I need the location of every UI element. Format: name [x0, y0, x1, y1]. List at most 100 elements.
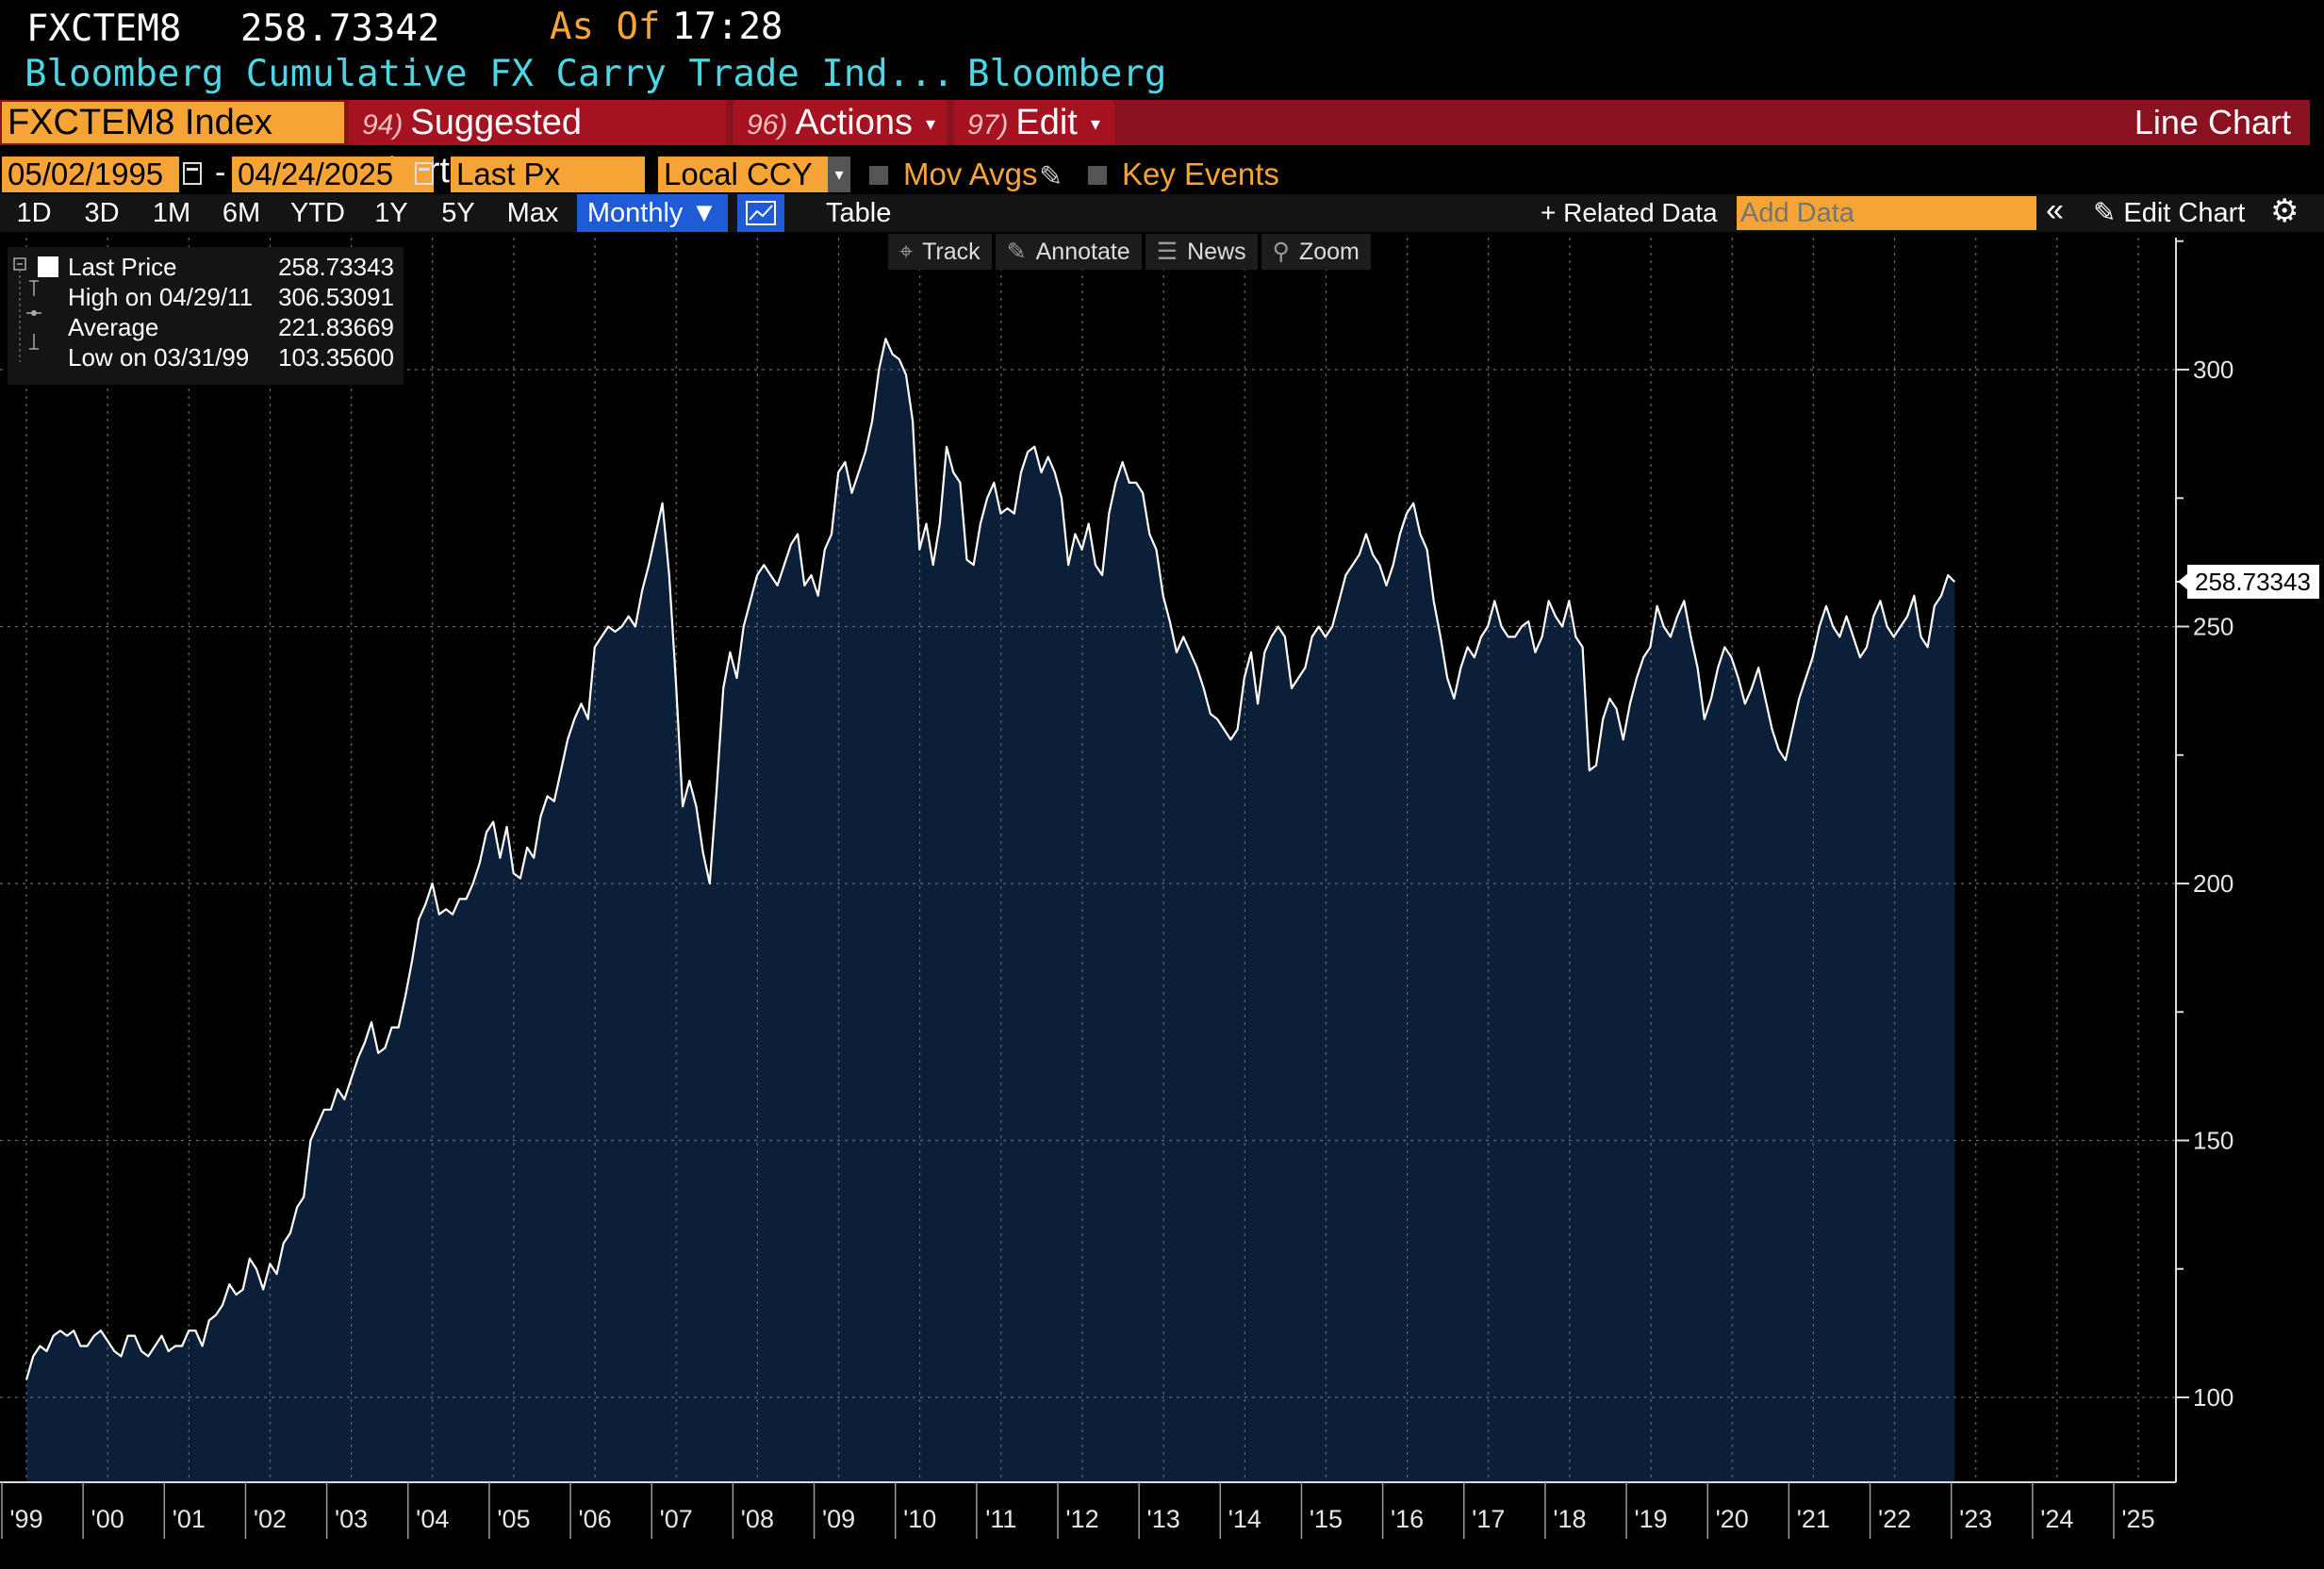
news-icon: ☰ [1156, 239, 1178, 265]
legend-swatch[interactable] [38, 256, 58, 277]
edit-num: 97) [967, 109, 1009, 140]
range-max[interactable]: Max [506, 198, 559, 228]
x-tick-label: '24 [2040, 1505, 2073, 1533]
caret-down-icon: ▾ [925, 113, 936, 135]
x-tick-label: '12 [1065, 1505, 1098, 1533]
key-events-label[interactable]: Key Events [1122, 157, 1279, 191]
pencil-icon: ✎ [2093, 198, 2124, 228]
x-tick-label: '02 [254, 1505, 287, 1533]
x-tick-label: '20 [1716, 1505, 1749, 1533]
annotate-label: Annotate [1035, 239, 1130, 265]
currency-select[interactable]: Local CCY [658, 157, 835, 192]
edit-button[interactable]: 97) Edit ▾ [954, 100, 1114, 145]
price-line [25, 338, 1956, 1380]
range-1m[interactable]: 1M [152, 198, 191, 228]
legend-low-value: 103.35600 [278, 343, 394, 372]
related-data-button[interactable]: + Related Data [1541, 198, 1718, 227]
track-label: Track [922, 239, 981, 265]
x-tick-label: '18 [1553, 1505, 1586, 1533]
x-tick-label: '05 [497, 1505, 530, 1533]
annotate-tool[interactable]: ✎ Annotate [995, 234, 1142, 270]
pencil-icon[interactable]: ✎ [1039, 161, 1063, 192]
as-of-label: As Of [550, 6, 661, 48]
chevron-down-icon[interactable]: ▾ [828, 157, 850, 192]
x-tick-label: '07 [660, 1505, 693, 1533]
legend-average-value: 221.83669 [278, 313, 394, 341]
actions-label: Actions [795, 103, 913, 142]
x-tick-label: '25 [2121, 1505, 2154, 1533]
gear-icon[interactable]: ⚙ [2270, 193, 2299, 229]
price-field-select[interactable]: Last Px [451, 157, 645, 192]
caret-down-icon: ▾ [1090, 113, 1100, 135]
legend-last-price-value: 258.73343 [278, 253, 394, 281]
periodicity-select[interactable]: Monthly ▼ [577, 194, 728, 232]
suggested-charts-button[interactable]: 94)Suggested Charts▾ [349, 100, 726, 190]
y-tick-label: 300 [2193, 355, 2233, 384]
legend-low-label: Low on 03/31/99 [68, 343, 250, 372]
calendar-icon[interactable] [183, 162, 202, 185]
chart-tools: ⌖ Track ✎ Annotate ☰ News ⚲ Zoom [888, 234, 1371, 270]
suggested-charts-num: 94) [362, 109, 404, 140]
x-tick-label: '14 [1228, 1505, 1261, 1533]
add-data-input[interactable] [1737, 196, 2036, 230]
x-tick-label: '11 [985, 1505, 1016, 1533]
crosshair-icon: ⌖ [899, 239, 914, 265]
legend-high-value: 306.53091 [278, 283, 394, 311]
line-chart-icon [746, 201, 776, 225]
x-tick-label: '16 [1391, 1505, 1424, 1533]
news-label: News [1187, 239, 1246, 265]
range-6m[interactable]: 6M [222, 198, 261, 228]
x-tick-label: '21 [1797, 1505, 1830, 1533]
area-fill [26, 339, 1955, 1482]
security-field[interactable]: FXCTEM8 Index [2, 102, 344, 143]
last-value-pointer [2178, 571, 2189, 591]
x-tick-label: '09 [822, 1505, 855, 1533]
actions-num: 96) [747, 109, 788, 140]
last-price: 258.73342 [240, 8, 440, 50]
range-1y[interactable]: 1Y [374, 198, 408, 228]
zoom-label: Zoom [1298, 239, 1360, 265]
y-tick-label: 150 [2193, 1127, 2233, 1155]
range-1d[interactable]: 1D [16, 198, 52, 228]
mov-avgs-label[interactable]: Mov Avgs [903, 157, 1038, 191]
x-tick-label: '00 [91, 1505, 124, 1533]
zoom-tool[interactable]: ⚲ Zoom [1261, 234, 1371, 270]
calendar-icon[interactable] [415, 162, 434, 185]
table-tab[interactable]: Table [826, 198, 892, 228]
x-tick-label: '13 [1147, 1505, 1180, 1533]
y-tick-label: 250 [2193, 613, 2233, 641]
x-tick-label: '15 [1310, 1505, 1343, 1533]
key-events-checkbox[interactable] [1088, 166, 1107, 185]
track-tool[interactable]: ⌖ Track [888, 234, 992, 270]
range-5y[interactable]: 5Y [441, 198, 475, 228]
date-separator: - [215, 155, 226, 190]
x-tick-label: '03 [335, 1505, 368, 1533]
pencil-icon: ✎ [1006, 239, 1027, 265]
edit-chart-label: Edit Chart [2123, 198, 2246, 228]
actions-button[interactable]: 96) Actions ▾ [733, 100, 947, 145]
start-date-input[interactable]: 05/02/1995 [2, 157, 179, 192]
collapse-icon[interactable]: « [2046, 192, 2064, 228]
x-tick-label: '01 [173, 1505, 206, 1533]
chart-type-label[interactable]: Line Chart [2134, 103, 2291, 141]
x-tick-label: '10 [903, 1505, 936, 1533]
edit-label: Edit [1015, 103, 1078, 142]
data-source: Bloomberg [967, 53, 1167, 95]
end-date-input[interactable]: 04/24/2025 [232, 157, 434, 192]
range-3d[interactable]: 3D [84, 198, 120, 228]
x-tick-label: '17 [1472, 1505, 1505, 1533]
y-tick-label: 100 [2193, 1383, 2233, 1412]
legend-high-label: High on 04/29/11 [68, 283, 254, 311]
mov-avgs-checkbox[interactable] [869, 166, 888, 185]
line-chart-button[interactable] [737, 194, 784, 232]
ticker: FXCTEM8 [26, 8, 182, 50]
edit-chart-button[interactable]: ✎ Edit Chart [2093, 194, 2245, 232]
x-tick-label: '04 [416, 1505, 449, 1533]
news-tool[interactable]: ☰ News [1145, 234, 1258, 270]
y-tick-label: 200 [2193, 869, 2233, 898]
command-bar [0, 100, 2310, 145]
price-chart[interactable]: 100 150 200 250 300 '99 '00 '01 '02 '03 '04 '05 '06 '… [0, 232, 2324, 1569]
x-tick-label: '06 [578, 1505, 611, 1533]
range-ytd[interactable]: YTD [290, 198, 345, 228]
x-tick-label: '19 [1634, 1505, 1667, 1533]
